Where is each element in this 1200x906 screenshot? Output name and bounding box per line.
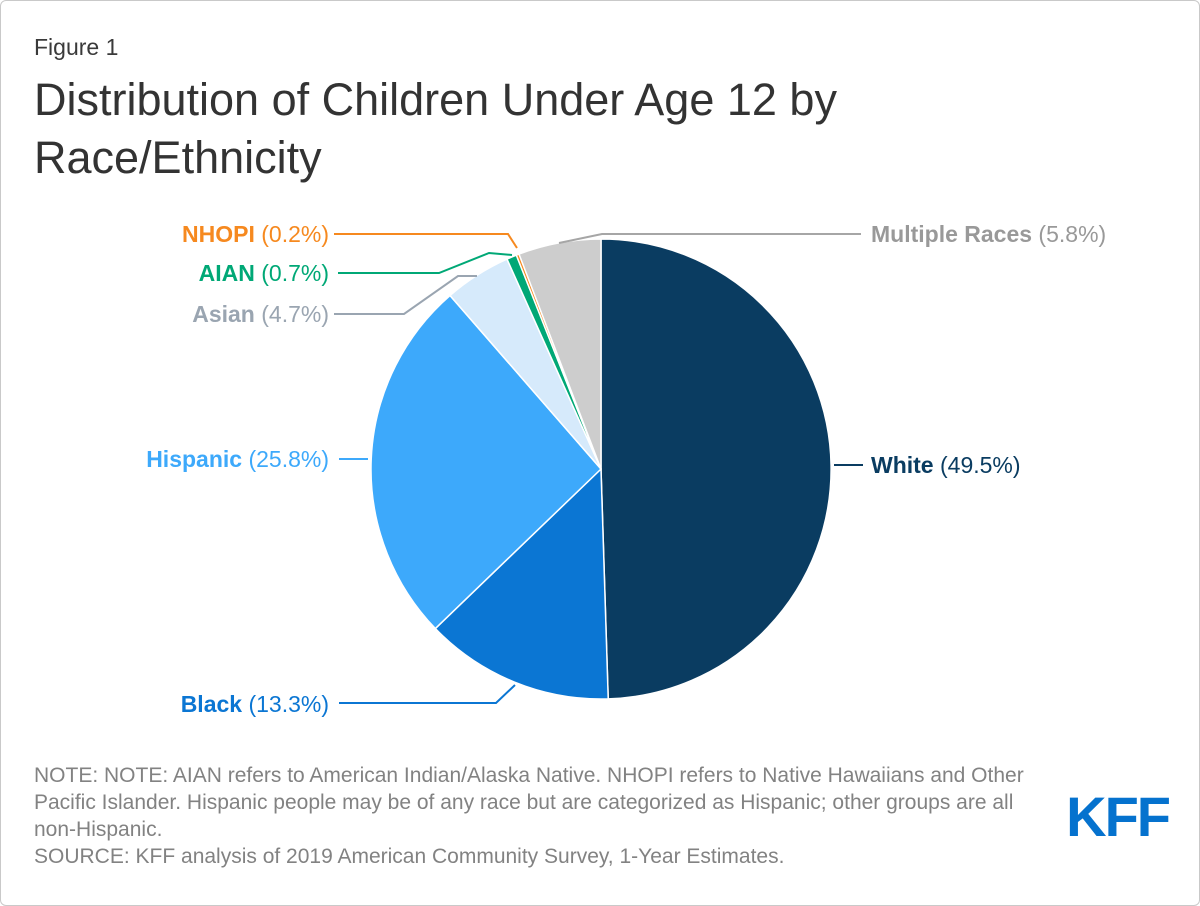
pie-label-white: White (49.5%): [871, 451, 1021, 479]
pie-label-multiple-races: Multiple Races (5.8%): [871, 220, 1106, 248]
pie-label-value: (49.5%): [933, 452, 1021, 478]
chart-title: Distribution of Children Under Age 12 by…: [34, 74, 837, 183]
leader-line-asian: [334, 275, 477, 315]
pie-label-name: Black: [180, 691, 243, 717]
pie-slice-white: [600, 238, 832, 700]
pie-label-value: (4.7%): [254, 301, 329, 327]
pie-label-hispanic: Hispanic (25.8%): [146, 445, 329, 473]
pie-slice-hispanic: [370, 294, 602, 630]
leader-line-nhopi: [334, 233, 518, 249]
pie-label-name: Hispanic: [146, 446, 243, 472]
pie-label-value: (0.7%): [254, 260, 329, 286]
note-text: NOTE: NOTE: AIAN refers to American Indi…: [34, 764, 1024, 841]
pie-label-name: White: [871, 452, 934, 478]
pie-label-nhopi: NHOPI (0.2%): [182, 220, 329, 248]
pie-label-name: AIAN: [198, 260, 255, 286]
pie-label-aian: AIAN (0.7%): [199, 259, 329, 287]
footer-notes: NOTE: NOTE: AIAN refers to American Indi…: [34, 762, 1024, 870]
pie-label-value: (25.8%): [242, 446, 329, 472]
kff-logo: KFF: [1066, 785, 1171, 848]
source-text: SOURCE: KFF analysis of 2019 American Co…: [34, 845, 785, 868]
pie-label-name: NHOPI: [182, 221, 255, 247]
pie-label-value: (0.2%): [254, 221, 329, 247]
leader-line-multiple-races: [558, 233, 861, 244]
pie-label-name: Multiple Races: [871, 221, 1033, 247]
pie-label-black: Black (13.3%): [181, 690, 329, 718]
pie-label-value: (5.8%): [1032, 221, 1107, 247]
leader-line-aian: [338, 251, 513, 274]
pie-slice-black: [434, 468, 609, 700]
pie-label-asian: Asian (4.7%): [192, 300, 329, 328]
pie-label-name: Asian: [192, 301, 255, 327]
leader-line-black: [339, 684, 516, 704]
pie-label-value: (13.3%): [242, 691, 329, 717]
figure-number-label: Figure 1: [34, 34, 119, 60]
